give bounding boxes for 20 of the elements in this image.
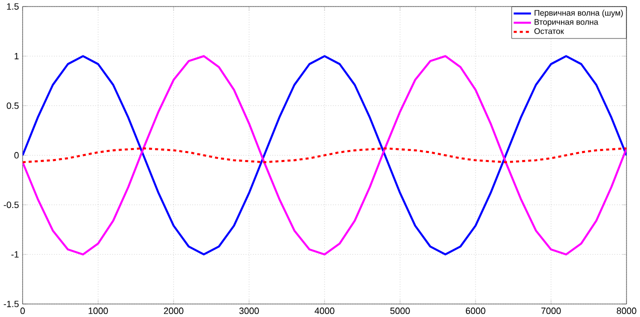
- x-tick-label: 2000: [164, 307, 184, 314]
- y-tick-label: 0: [14, 152, 19, 158]
- x-tick-label: 4000: [314, 307, 334, 314]
- legend-label: Вторичная волна: [534, 18, 598, 26]
- x-tick-label: 0: [20, 307, 25, 314]
- y-tick-label: 1.5: [7, 3, 19, 10]
- y-tick-label: -1.5: [4, 300, 19, 307]
- y-tick-label: -1: [11, 251, 19, 258]
- line-series: [22, 54, 627, 256]
- x-tick-label: 5000: [390, 307, 410, 314]
- x-tick-label: 6000: [466, 307, 486, 314]
- x-tick-label: 7000: [541, 307, 561, 314]
- legend-label: Первичная волна (шум): [534, 10, 623, 18]
- x-tick-label: 8000: [616, 307, 636, 314]
- x-tick-label: 3000: [239, 307, 259, 314]
- x-tick-label: 1000: [88, 307, 108, 314]
- legend-label: Остаток: [534, 28, 564, 34]
- y-tick-label: 0.5: [6, 102, 19, 109]
- y-tick-label: 1: [14, 52, 19, 60]
- y-tick-label: -0.5: [4, 201, 19, 208]
